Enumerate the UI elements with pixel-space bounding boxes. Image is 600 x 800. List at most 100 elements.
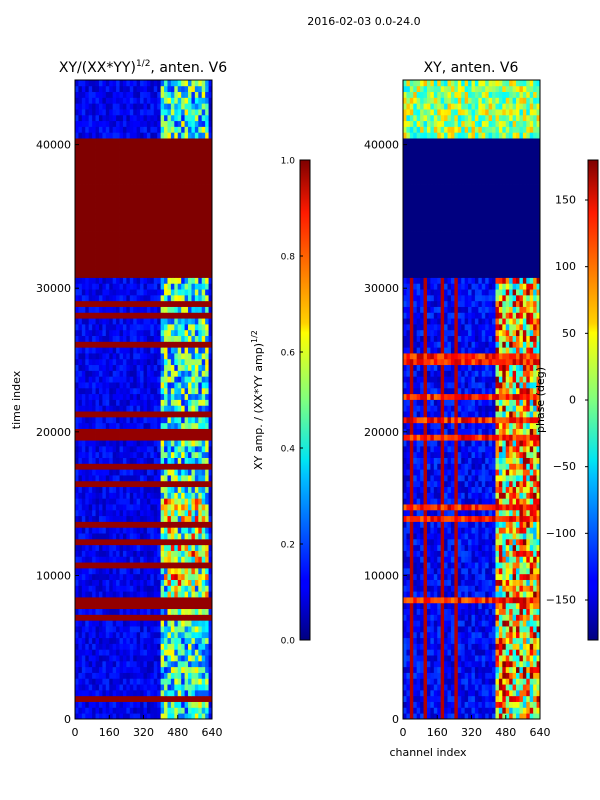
heatmap-cell	[502, 666, 507, 673]
heatmap-cell	[403, 660, 407, 668]
heatmap-cell	[488, 713, 493, 719]
heatmap-cell	[174, 132, 179, 139]
heatmap-cell	[122, 515, 127, 522]
heatmap-cell	[533, 655, 537, 662]
heatmap-cell	[133, 556, 138, 563]
heatmap-cell	[133, 678, 138, 685]
heatmap-cell	[416, 678, 421, 685]
heatmap-cell	[136, 713, 141, 719]
heatmap-cell	[194, 422, 199, 429]
heatmap-cell	[153, 207, 158, 215]
heatmap-cell	[98, 567, 103, 575]
heatmap-cell	[201, 422, 206, 429]
heatmap-cell	[174, 178, 179, 185]
heatmap-cell	[88, 329, 93, 336]
heatmap-cell	[81, 393, 86, 400]
heatmap-cell	[98, 236, 103, 244]
heatmap-cell	[188, 312, 192, 319]
heatmap-cell	[133, 434, 138, 441]
heatmap-cell	[133, 567, 138, 575]
heatmap-cell	[140, 486, 144, 493]
heatmap-cell	[140, 219, 144, 226]
heatmap-cell	[430, 637, 435, 644]
heatmap-cell	[188, 155, 192, 162]
heatmap-cell	[95, 509, 100, 517]
heatmap-cell	[153, 457, 158, 464]
heatmap-cell	[78, 422, 83, 429]
heatmap-cell	[177, 643, 182, 650]
heatmap-cell	[102, 213, 107, 220]
heatmap-cell	[150, 649, 155, 656]
heatmap-cell	[201, 486, 206, 493]
heatmap-cell	[188, 143, 192, 151]
heatmap-cell	[447, 672, 452, 679]
heatmap-cell	[519, 689, 524, 697]
heatmap-cell	[420, 701, 424, 708]
heatmap-cell	[143, 306, 148, 313]
right-heatmap-panel: XY, anten. V6 0 160 320 480 6400100002000030…	[364, 60, 551, 759]
heatmap-cell	[184, 678, 189, 685]
heatmap-cell	[170, 300, 175, 307]
heatmap-cell	[81, 294, 86, 302]
heatmap-cell	[129, 579, 134, 586]
heatmap-cell	[160, 149, 165, 156]
heatmap-cell	[78, 614, 83, 621]
heatmap-cell	[81, 422, 86, 429]
heatmap-cell	[167, 544, 172, 551]
heatmap-cell	[177, 475, 182, 482]
heatmap-cell	[485, 649, 490, 656]
heatmap-cell	[133, 236, 138, 244]
heatmap-cell	[143, 387, 148, 395]
heatmap-cell	[488, 684, 493, 691]
heatmap-cell	[208, 480, 212, 488]
heatmap-cell	[88, 149, 93, 156]
heatmap-cell	[129, 97, 134, 104]
heatmap-cell	[98, 318, 103, 325]
heatmap-cell	[167, 277, 172, 284]
heatmap-cell	[85, 370, 90, 377]
heatmap-cell	[88, 608, 93, 615]
heatmap-cell	[170, 672, 175, 679]
heatmap-cell	[505, 695, 510, 702]
heatmap-cell	[205, 294, 209, 302]
heatmap-cell	[492, 649, 496, 656]
heatmap-cell	[102, 103, 107, 110]
heatmap-cell	[150, 149, 155, 156]
x-tick-label: 640	[202, 726, 223, 739]
heatmap-cell	[157, 620, 162, 627]
heatmap-cell	[143, 689, 148, 697]
heatmap-cell	[403, 713, 407, 719]
heatmap-cell	[194, 631, 199, 639]
heatmap-cell	[119, 184, 124, 191]
heatmap-cell	[170, 556, 175, 563]
heatmap-cell	[85, 626, 90, 633]
heatmap-cell	[205, 219, 209, 226]
heatmap-cell	[208, 463, 212, 470]
heatmap-cell	[109, 614, 114, 621]
heatmap-cell	[129, 567, 134, 575]
heatmap-cell	[129, 318, 134, 325]
heatmap-cell	[174, 567, 179, 575]
heatmap-cell	[157, 684, 162, 691]
heatmap-cell	[205, 411, 209, 418]
heatmap-cell	[98, 225, 103, 232]
heatmap-cell	[75, 591, 79, 598]
heatmap-cell	[119, 294, 124, 302]
heatmap-cell	[133, 416, 138, 424]
heatmap-cell	[102, 126, 107, 133]
heatmap-cell	[457, 707, 462, 714]
heatmap-cell	[536, 684, 540, 691]
heatmap-cell	[164, 219, 168, 226]
heatmap-cell	[112, 538, 117, 546]
heatmap-cell	[116, 132, 120, 139]
heatmap-cell	[85, 300, 90, 307]
heatmap-cell	[133, 271, 138, 278]
heatmap-cell	[95, 626, 100, 633]
heatmap-cell	[474, 689, 479, 697]
heatmap-cell	[116, 533, 120, 540]
heatmap-cell	[75, 271, 79, 278]
heatmap-cell	[177, 695, 182, 702]
heatmap-cell	[208, 114, 212, 122]
heatmap-cell	[191, 550, 196, 557]
heatmap-cell	[140, 463, 144, 470]
